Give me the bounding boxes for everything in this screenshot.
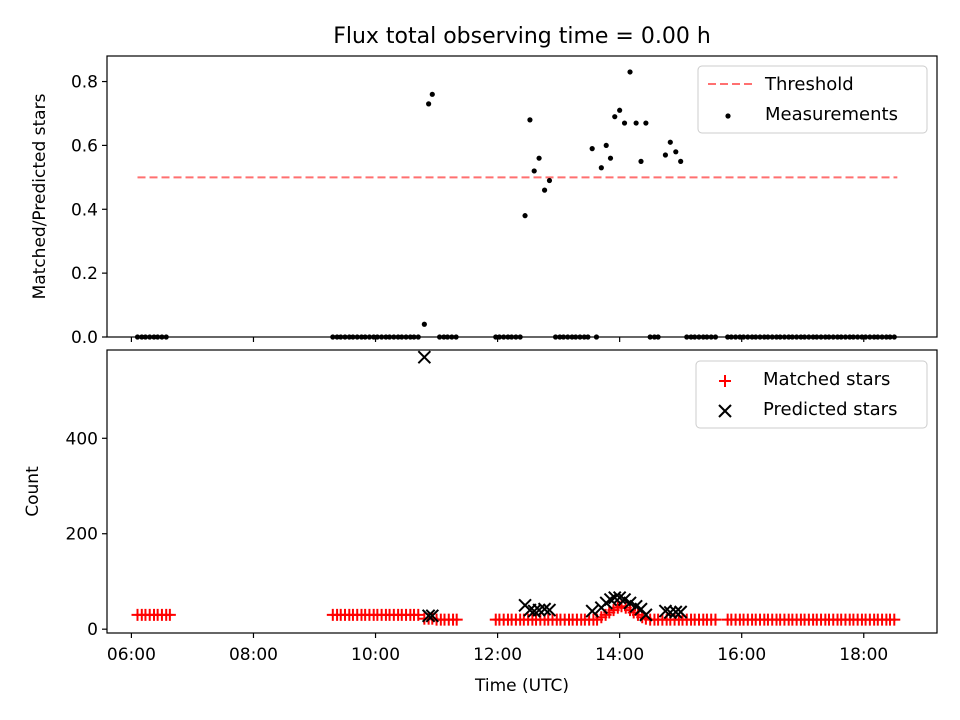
predicted-star-marker bbox=[532, 603, 546, 617]
predicted-star-marker bbox=[527, 604, 541, 618]
measurement-point bbox=[522, 213, 528, 219]
measurement-point bbox=[421, 321, 427, 327]
measurement-point bbox=[541, 187, 548, 193]
y-tick-label: 0.2 bbox=[71, 264, 98, 284]
y-tick-label: 0.0 bbox=[71, 328, 98, 348]
x-tick-label: 06:00 bbox=[107, 645, 156, 665]
matched-star-marker bbox=[450, 613, 463, 626]
predicted-star-marker bbox=[537, 602, 552, 616]
y-tick-label: 0 bbox=[87, 620, 98, 640]
measurement-point bbox=[429, 91, 435, 97]
top-y-axis-label: Matched/Predicted stars bbox=[30, 93, 50, 299]
x-axis-label: Time (UTC) bbox=[474, 676, 569, 696]
matched-star-marker bbox=[888, 613, 901, 626]
predicted-star-marker bbox=[542, 603, 557, 617]
bottom-x-ticks: 06:00 08:00 10:00 12:00 14:00 16:00 18:00 bbox=[107, 633, 888, 665]
measurement-point bbox=[607, 155, 614, 161]
predicted-star-marker bbox=[658, 604, 673, 618]
matched-legend-label: Matched stars bbox=[763, 369, 890, 390]
measurement-point bbox=[621, 120, 628, 126]
top-legend: Threshold Measurements bbox=[697, 65, 928, 134]
measurements-legend-swatch bbox=[725, 113, 731, 119]
x-tick-label: 12:00 bbox=[473, 645, 522, 665]
predicted-star-marker bbox=[585, 604, 599, 618]
y-tick-label: 0.8 bbox=[71, 73, 98, 93]
y-tick-label: 0.6 bbox=[71, 136, 98, 156]
predicted-legend-label: Predicted stars bbox=[763, 399, 897, 420]
predicted-legend-swatch bbox=[718, 404, 732, 418]
top-y-ticks: 0.0 0.2 0.4 0.6 0.8 bbox=[71, 73, 107, 348]
measurement-point bbox=[603, 142, 609, 149]
matched-legend-swatch bbox=[719, 375, 731, 387]
measurement-point bbox=[589, 146, 595, 152]
measurement-point bbox=[627, 69, 633, 75]
measurement-point bbox=[536, 155, 542, 161]
x-tick-label: 16:00 bbox=[717, 645, 766, 665]
top-panel: 0.00.20.40.60.8 Matched/Predicted stars … bbox=[30, 55, 938, 348]
x-tick-label: 10:00 bbox=[351, 645, 400, 665]
measurement-point bbox=[662, 152, 669, 158]
threshold-legend-label: Threshold bbox=[764, 74, 854, 95]
measurement-point bbox=[667, 139, 673, 145]
y-tick-label: 400 bbox=[66, 429, 98, 449]
matched-star-marker bbox=[163, 608, 176, 621]
top-x-ticks bbox=[130, 337, 865, 342]
measurement-point bbox=[638, 158, 644, 164]
predicted-star-marker bbox=[669, 605, 683, 619]
matched-star-marker bbox=[709, 613, 722, 626]
measurement-point bbox=[527, 117, 533, 123]
bottom-panel: 0 200 400 06:00 08:00 10:00 12:00 14:00 16:00 18… bbox=[23, 349, 938, 696]
chart-title: Flux total observing time = 0.00 h bbox=[333, 24, 711, 49]
measurement-point bbox=[531, 168, 537, 174]
x-tick-label: 08:00 bbox=[229, 645, 278, 665]
measurement-point bbox=[673, 149, 679, 155]
measurements-legend-label: Measurements bbox=[765, 104, 898, 125]
predicted-star-marker bbox=[639, 608, 653, 622]
predicted-star-marker bbox=[623, 596, 637, 610]
bottom-legend: Matched stars Predicted stars bbox=[695, 360, 928, 429]
measurement-point bbox=[643, 120, 649, 126]
top-axes-frame bbox=[106, 55, 938, 338]
bottom-legend-box bbox=[695, 360, 928, 429]
bottom-y-axis-label: Count bbox=[23, 466, 43, 517]
measurement-point bbox=[617, 107, 623, 113]
predicted-star-marker bbox=[421, 609, 436, 623]
y-tick-label: 0.4 bbox=[71, 200, 98, 220]
x-tick-label: 14:00 bbox=[595, 645, 644, 665]
predicted-star-marker bbox=[673, 605, 688, 619]
predicted-star-marker bbox=[417, 350, 432, 364]
bottom-y-ticks: 0 200 400 bbox=[66, 429, 107, 640]
measurement-point bbox=[546, 177, 553, 184]
count-points bbox=[131, 350, 901, 626]
x-tick-label: 18:00 bbox=[839, 645, 888, 665]
predicted-star-marker bbox=[425, 609, 439, 623]
measurement-point bbox=[426, 101, 432, 107]
top-legend-box bbox=[697, 65, 928, 134]
bottom-axes-frame bbox=[106, 349, 938, 634]
matched-star-marker bbox=[412, 608, 425, 621]
measurement-point bbox=[678, 158, 684, 164]
y-tick-label: 200 bbox=[66, 525, 98, 545]
measurement-point bbox=[612, 114, 618, 120]
predicted-star-marker bbox=[663, 605, 678, 620]
measurement-point bbox=[598, 165, 604, 171]
measurement-point bbox=[633, 120, 639, 126]
